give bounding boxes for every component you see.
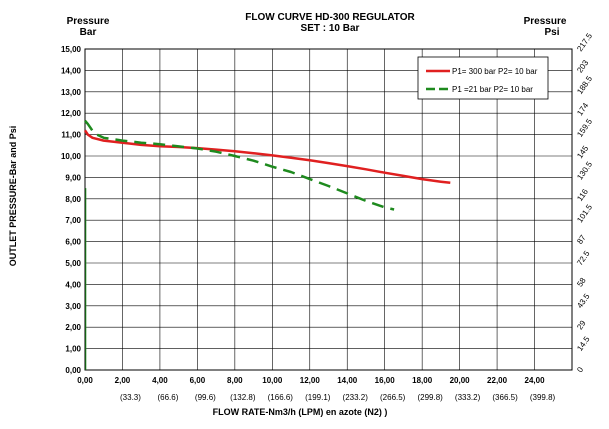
x-tick-label-lpm: (166.6) bbox=[268, 393, 294, 402]
x-tick-label: 0,00 bbox=[77, 376, 93, 385]
x-tick-label-lpm: (132.8) bbox=[230, 393, 256, 402]
x-tick-label-lpm: (399.8) bbox=[530, 393, 556, 402]
x-tick-label: 12,00 bbox=[300, 376, 321, 385]
y-tick-label: 0,00 bbox=[65, 366, 81, 375]
x-tick-label: 24,00 bbox=[525, 376, 546, 385]
chart-title: FLOW CURVE HD-300 REGULATOR bbox=[245, 12, 415, 23]
y-tick-label: 12,00 bbox=[61, 109, 82, 118]
legend-label-series-2: P1 =21 bar P2= 10 bar bbox=[452, 85, 533, 94]
x-tick-label: 4,00 bbox=[152, 376, 168, 385]
x-tick-label-lpm: (366.5) bbox=[492, 393, 518, 402]
y-tick-label: 4,00 bbox=[65, 280, 81, 289]
x-tick-label: 6,00 bbox=[190, 376, 206, 385]
right-axis-title-line1: Pressure bbox=[524, 16, 567, 27]
y-tick-label: 2,00 bbox=[65, 323, 81, 332]
series-lines bbox=[83, 119, 451, 370]
x-tick-label: 2,00 bbox=[115, 376, 131, 385]
grid bbox=[85, 48, 573, 371]
y-tick-label-psi: 0 bbox=[575, 365, 585, 374]
legend-label-series-1: P1= 300 bar P2= 10 bar bbox=[452, 67, 538, 76]
x-tick-label: 16,00 bbox=[375, 376, 396, 385]
y-tick-label: 6,00 bbox=[65, 238, 81, 247]
chart-subtitle: SET : 10 Bar bbox=[301, 23, 360, 34]
left-axis-title-line2: Bar bbox=[80, 27, 97, 38]
y-tick-label: 5,00 bbox=[65, 259, 81, 268]
x-tick-label-lpm: (33.3) bbox=[120, 393, 141, 402]
x-tick-label-lpm: (299.8) bbox=[417, 393, 443, 402]
y-axis-label: OUTLET PRESSURE-Bar and Psi bbox=[8, 126, 18, 267]
x-tick-label-lpm: (199.1) bbox=[305, 393, 331, 402]
y-tick-label: 1,00 bbox=[65, 345, 81, 354]
series-line-1 bbox=[83, 129, 451, 185]
y-tick-label: 11,00 bbox=[61, 131, 81, 140]
x-tick-label: 20,00 bbox=[450, 376, 471, 385]
y-tick-label: 14,00 bbox=[61, 66, 82, 75]
x-tick-label: 10,00 bbox=[262, 376, 283, 385]
y-tick-label: 9,00 bbox=[65, 173, 81, 182]
x-tick-label-lpm: (266.5) bbox=[380, 393, 406, 402]
y-tick-label: 7,00 bbox=[65, 216, 81, 225]
x-tick-label-lpm: (99.6) bbox=[195, 393, 216, 402]
x-tick-label-lpm: (66.6) bbox=[157, 393, 178, 402]
x-tick-label-lpm: (233.2) bbox=[343, 393, 369, 402]
y-tick-label: 15,00 bbox=[61, 45, 82, 54]
right-axis-title-line2: Psi bbox=[544, 27, 559, 38]
y-tick-label: 10,00 bbox=[61, 152, 82, 161]
x-tick-label-lpm: (333.2) bbox=[455, 393, 481, 402]
plot-frame bbox=[84, 48, 573, 371]
left-axis-title-line1: Pressure bbox=[67, 16, 110, 27]
y-tick-label: 13,00 bbox=[61, 88, 82, 97]
x-axis-label: FLOW RATE-Nm3/h (LPM) en azote (N2) ) bbox=[213, 407, 388, 417]
y-tick-label: 3,00 bbox=[65, 302, 81, 311]
series-line-2 bbox=[84, 119, 395, 211]
x-tick-label: 22,00 bbox=[487, 376, 508, 385]
x-tick-label: 14,00 bbox=[337, 376, 358, 385]
legend: P1= 300 bar P2= 10 bar P1 =21 bar P2= 10… bbox=[417, 56, 549, 100]
x-tick-label: 18,00 bbox=[412, 376, 433, 385]
legend-box bbox=[417, 56, 549, 100]
x-tick-label: 8,00 bbox=[227, 376, 243, 385]
y-tick-label: 8,00 bbox=[65, 195, 81, 204]
axes bbox=[84, 48, 573, 371]
